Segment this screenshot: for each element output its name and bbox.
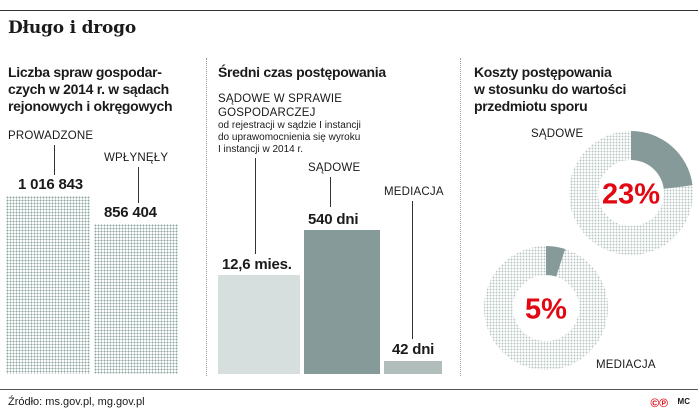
time-value-label-1: 12,6 mies. — [222, 256, 292, 273]
time-note-line2: do uprawomocnienia się wyroku — [218, 132, 361, 143]
donut-mediacja: 5% — [484, 246, 608, 370]
cases-value-label-2: 856 404 — [104, 204, 157, 221]
publisher-logo-icon: ©℗ — [650, 396, 668, 410]
time-title: Średni czas postępowania — [218, 64, 386, 80]
time-value-label-3: 42 dni — [392, 341, 435, 358]
donut-mediacja-slice — [546, 246, 566, 277]
costs-title: Koszty postępowania w stosunku do wartoś… — [474, 64, 626, 115]
divider-2 — [460, 58, 461, 376]
costs-title-line2: w stosunku do wartości — [474, 81, 627, 97]
cases-value-label-1: 1 016 843 — [18, 176, 83, 193]
time-leader-line-1 — [255, 158, 256, 254]
cases-leader-line-2 — [138, 167, 139, 203]
donut-sadowe-slice — [631, 131, 693, 189]
cases-title: Liczba spraw gospodar- czych w 2014 r. w… — [8, 64, 173, 115]
cases-title-line1: Liczba spraw gospodar- — [8, 64, 162, 80]
cases-category-label-1: PROWADZONE — [8, 130, 94, 142]
time-leader-line-2 — [330, 177, 331, 207]
cases-title-line3: rejonowych i okręgowych — [8, 98, 173, 114]
time-value-label-2: 540 dni — [308, 211, 359, 228]
time-bar-gospodarcze — [218, 275, 300, 374]
donut-sadowe: 23% — [569, 131, 693, 255]
costs-category-label-2: MEDIACJA — [596, 359, 656, 371]
cases-title-line2: czych w 2014 r. w sądach — [8, 81, 169, 97]
bottom-rule — [0, 389, 698, 390]
costs-category-label-1: SĄDOWE — [531, 128, 584, 140]
time-court-label: SĄDOWE W SPRAWIE GOSPODARCZEJ — [218, 92, 342, 120]
cases-bar-wplynely — [94, 224, 178, 374]
source-note: Źródło: ms.gov.pl, mg.gov.pl — [8, 396, 145, 408]
time-court-label-line1: SĄDOWE W SPRAWIE — [218, 93, 343, 105]
cases-category-label-2: WPŁYNĘŁY — [104, 152, 169, 164]
cases-bar-prowadzone — [6, 196, 90, 374]
top-rule — [0, 10, 698, 11]
donut-mediacja-value-label: 5% — [525, 293, 567, 325]
time-note-line3: I instancji w 2014 r. — [218, 144, 304, 155]
time-category-label-3: MEDIACJA — [384, 186, 444, 198]
divider-1 — [206, 58, 207, 376]
time-category-label-2: SĄDOWE — [308, 162, 361, 174]
donut-sadowe-value-label: 23% — [602, 178, 660, 210]
time-bar-mediacja — [384, 361, 442, 374]
time-note-line1: od rejestracji w sądzie I instancji — [218, 120, 361, 131]
time-bar-sadowe — [304, 230, 380, 374]
time-court-label-line2: GOSPODARCZEJ — [218, 107, 316, 119]
time-leader-line-3 — [412, 201, 413, 339]
author-credit: MC — [677, 397, 690, 406]
costs-title-line1: Koszty postępowania — [474, 64, 612, 80]
costs-title-line3: przedmiotu sporu — [474, 98, 588, 114]
page-title: Długo i drogo — [8, 18, 136, 38]
time-note: od rejestracji w sądzie I instancji do u… — [218, 120, 361, 156]
cases-leader-line-1 — [54, 145, 55, 175]
